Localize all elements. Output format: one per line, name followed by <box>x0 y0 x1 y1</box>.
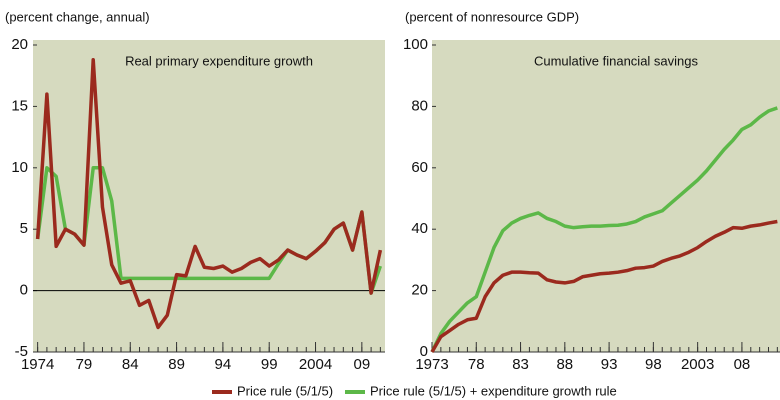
x-tick-label: 79 <box>76 356 93 373</box>
series-line <box>430 219 778 353</box>
x-tick-label: 83 <box>512 356 529 373</box>
y-tick-label: 15 <box>11 97 28 114</box>
y-tick-label: 40 <box>411 220 428 237</box>
x-tick-label: 99 <box>261 356 278 373</box>
subtitle: (percent change, annual) <box>5 9 150 24</box>
y-tick-label: -5 <box>15 343 28 360</box>
y-tick-label: 60 <box>411 159 428 176</box>
x-tick-label: 09 <box>353 356 370 373</box>
x-tick-label: 1974 <box>21 356 54 373</box>
plot-area <box>432 40 780 352</box>
y-tick-label: 5 <box>20 220 28 237</box>
annotation: Real primary expenditure growth <box>125 53 313 68</box>
x-tick-label: 1973 <box>415 356 448 373</box>
x-tick-label: 98 <box>645 356 662 373</box>
x-tick-label: 2003 <box>681 356 714 373</box>
y-tick-label: 20 <box>411 282 428 299</box>
x-tick-label: 08 <box>734 356 751 373</box>
x-tick-label: 94 <box>215 356 232 373</box>
series-line <box>430 106 778 353</box>
y-tick-label: 80 <box>411 97 428 114</box>
y-tick-label: 20 <box>11 36 28 53</box>
x-tick-label: 93 <box>601 356 618 373</box>
series-line <box>35 57 383 330</box>
x-tick-label: 78 <box>468 356 485 373</box>
x-tick-label: 88 <box>556 356 573 373</box>
legend-label: Price rule (5/1/5) <box>237 383 333 398</box>
y-tick-label: 0 <box>420 343 428 360</box>
y-tick-label: 10 <box>11 159 28 176</box>
y-tick-label: 100 <box>403 36 428 53</box>
subtitle: (percent of nonresource GDP) <box>405 9 579 24</box>
x-tick-label: 84 <box>122 356 139 373</box>
x-tick-label: 89 <box>168 356 185 373</box>
legend: Price rule (5/1/5) Price rule (5/1/5) + … <box>212 383 617 398</box>
y-tick-label: 0 <box>20 282 28 299</box>
legend-label: Price rule (5/1/5) + expenditure growth … <box>370 383 617 398</box>
x-tick-label: 2004 <box>299 356 332 373</box>
annotation: Cumulative financial savings <box>534 53 699 68</box>
